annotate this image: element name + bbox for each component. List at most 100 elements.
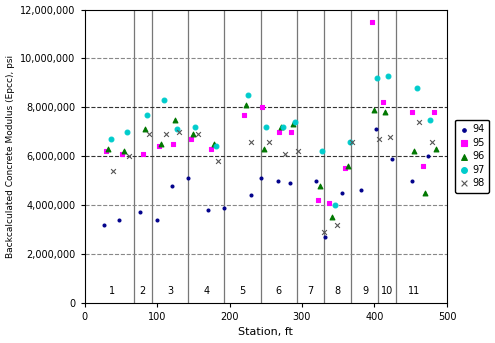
- 98: [162, 131, 170, 137]
- 98: [375, 137, 383, 142]
- 94: [424, 153, 432, 159]
- 96: [410, 149, 418, 154]
- 94: [312, 178, 320, 184]
- 98: [194, 131, 201, 137]
- 96: [432, 146, 440, 152]
- 95: [314, 198, 322, 203]
- 95: [240, 112, 248, 117]
- 96: [189, 131, 197, 137]
- 98: [320, 229, 328, 235]
- 94: [184, 176, 192, 181]
- X-axis label: Station, ft: Station, ft: [238, 328, 293, 338]
- 98: [294, 149, 301, 154]
- 95: [379, 100, 387, 105]
- 96: [316, 183, 324, 188]
- 94: [100, 222, 108, 227]
- 98: [176, 129, 184, 134]
- 98: [386, 134, 394, 139]
- 97: [192, 124, 199, 130]
- 96: [290, 122, 297, 127]
- 96: [371, 107, 379, 113]
- 97: [292, 119, 299, 125]
- 97: [262, 124, 270, 130]
- 94: [321, 234, 329, 240]
- 95: [287, 129, 295, 134]
- 94: [257, 176, 265, 181]
- Text: 11: 11: [408, 285, 420, 296]
- Text: 5: 5: [240, 285, 246, 296]
- Text: 7: 7: [307, 285, 314, 296]
- 98: [333, 222, 341, 227]
- Text: 4: 4: [203, 285, 209, 296]
- 97: [143, 112, 151, 117]
- Text: 6: 6: [276, 285, 282, 296]
- 94: [372, 127, 380, 132]
- 97: [331, 202, 339, 208]
- 95: [258, 105, 266, 110]
- 94: [357, 188, 365, 193]
- Legend: 94, 95, 96, 97, 98: 94, 95, 96, 97, 98: [455, 120, 489, 193]
- 95: [368, 19, 376, 24]
- Y-axis label: Backcalculated Concrete Modulus (Epcc), psi: Backcalculated Concrete Modulus (Epcc), …: [5, 55, 14, 258]
- 94: [388, 156, 396, 162]
- 95: [118, 151, 126, 156]
- 98: [281, 151, 289, 156]
- 98: [429, 139, 437, 144]
- 98: [348, 139, 356, 144]
- 95: [155, 144, 163, 149]
- Text: 2: 2: [140, 285, 146, 296]
- 94: [286, 180, 294, 186]
- 96: [277, 124, 285, 130]
- 94: [408, 178, 416, 184]
- 96: [209, 141, 217, 147]
- 98: [214, 158, 222, 164]
- 96: [242, 102, 250, 108]
- 97: [106, 137, 114, 142]
- 96: [141, 127, 148, 132]
- 97: [373, 75, 381, 81]
- 97: [173, 127, 181, 132]
- 96: [382, 109, 390, 115]
- 94: [338, 190, 346, 196]
- 97: [346, 139, 354, 144]
- 96: [329, 215, 337, 220]
- 98: [125, 153, 133, 159]
- 97: [279, 124, 287, 130]
- 94: [115, 217, 123, 223]
- 95: [139, 151, 147, 156]
- 95: [275, 129, 283, 134]
- 96: [120, 149, 128, 154]
- Text: 3: 3: [167, 285, 173, 296]
- 98: [265, 139, 273, 144]
- 97: [384, 73, 392, 78]
- 95: [430, 109, 438, 115]
- 94: [153, 217, 161, 223]
- 94: [220, 205, 228, 210]
- Text: 10: 10: [382, 285, 394, 296]
- 98: [145, 131, 153, 137]
- 94: [248, 192, 255, 198]
- 94: [137, 210, 145, 215]
- 97: [412, 85, 420, 91]
- 96: [421, 190, 429, 196]
- 94: [274, 178, 282, 184]
- 98: [109, 168, 117, 174]
- 97: [159, 97, 167, 103]
- 95: [325, 200, 333, 205]
- Text: 9: 9: [362, 285, 368, 296]
- 94: [204, 207, 212, 213]
- 95: [187, 137, 195, 142]
- Text: 1: 1: [109, 285, 115, 296]
- 97: [212, 144, 220, 149]
- 96: [157, 141, 165, 147]
- 97: [426, 117, 434, 122]
- 95: [102, 149, 110, 154]
- 98: [415, 119, 423, 125]
- 95: [169, 141, 177, 147]
- 95: [408, 109, 416, 115]
- Text: 8: 8: [335, 285, 341, 296]
- 98: [247, 139, 254, 144]
- 97: [245, 92, 252, 98]
- 96: [344, 163, 351, 169]
- 97: [318, 149, 326, 154]
